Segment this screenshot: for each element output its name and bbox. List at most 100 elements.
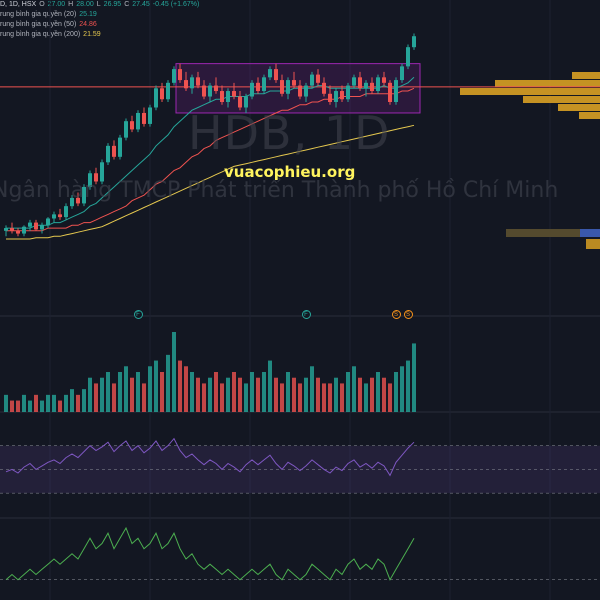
volume-bar-16	[100, 377, 104, 412]
ma50-value: 24.86	[79, 21, 97, 28]
volume-bar-57	[346, 372, 350, 412]
volume-bar-30	[184, 366, 188, 412]
indicator-ma20[interactable]: rung bình gia quyền (20) 25.19	[0, 10, 199, 20]
candle-body-55	[334, 91, 338, 102]
symbol-label[interactable]: D, 1D, HSX	[0, 1, 37, 8]
candle-body-7	[46, 218, 50, 226]
candle-body-51	[310, 74, 314, 86]
candle-body-54	[328, 93, 332, 102]
candle-body-52	[316, 74, 320, 83]
volume-bar-37	[226, 377, 230, 412]
volume-bar-14	[88, 377, 92, 412]
event-badge-s-3[interactable]: S	[403, 310, 413, 319]
candle-body-13	[82, 186, 86, 204]
ma200-label: rung bình gia quyền (200)	[0, 31, 81, 38]
volume-bar-34	[208, 377, 212, 412]
volume-bar-66	[400, 366, 404, 412]
candle-body-2	[16, 230, 20, 234]
volume-bar-46	[280, 383, 284, 412]
volume-bar-18	[112, 383, 116, 412]
candle-body-6	[40, 225, 44, 230]
low-label: L	[96, 1, 101, 8]
volume-profile-bar-3	[523, 96, 600, 103]
indicator-ma200[interactable]: rung bình gia quyền (200) 21.59	[0, 30, 199, 40]
volume-bar-58	[352, 366, 356, 412]
ma200-value: 21.59	[83, 31, 101, 38]
volume-bar-42	[256, 377, 260, 412]
candle-body-61	[370, 82, 374, 92]
candle-body-0	[4, 228, 8, 231]
candle-body-48	[292, 80, 296, 86]
volume-bar-28	[172, 332, 176, 412]
candle-body-18	[112, 145, 116, 157]
volume-bar-40	[244, 383, 248, 412]
candle-body-15	[94, 173, 98, 182]
candle-body-43	[262, 77, 266, 92]
ma50-label: rung bình gia quyền (50)	[0, 21, 77, 28]
candle-body-29	[178, 69, 182, 81]
volume-bar-53	[322, 383, 326, 412]
candle-body-28	[172, 69, 176, 83]
volume-profile-low-bar	[506, 229, 600, 237]
volume-bar-33	[202, 383, 206, 412]
volume-bar-63	[382, 377, 386, 412]
candle-body-17	[106, 145, 110, 163]
candle-body-47	[286, 80, 290, 94]
volume-bar-39	[238, 377, 242, 412]
volume-bar-4	[28, 400, 32, 412]
volume-bar-54	[328, 383, 332, 412]
volume-bar-31	[190, 372, 194, 412]
volume-bar-50	[304, 377, 308, 412]
candle-body-34	[208, 85, 212, 97]
volume-bar-15	[94, 383, 98, 412]
volume-bar-11	[70, 389, 74, 412]
candle-body-20	[124, 121, 128, 138]
candle-body-21	[130, 121, 134, 130]
volume-bar-56	[340, 383, 344, 412]
oscillator-line	[5, 526, 415, 581]
candle-body-8	[52, 214, 56, 219]
volume-bar-13	[82, 389, 86, 412]
indicator-ma50[interactable]: rung bình gia quyền (50) 24.86	[0, 20, 199, 30]
candle-body-65	[394, 80, 398, 102]
candle-body-42	[256, 82, 260, 92]
high-label: H	[68, 1, 74, 8]
symbol-ohlc-row: D, 1D, HSX O 27.00 H 28.00 L 26.95 C 27.45 -…	[0, 0, 199, 10]
volume-bar-19	[118, 372, 122, 412]
candle-body-1	[10, 228, 14, 231]
candle-body-63	[382, 77, 386, 83]
candle-body-12	[76, 197, 80, 204]
candle-body-22	[136, 112, 140, 130]
candle-body-40	[244, 96, 248, 108]
candle-body-5	[34, 222, 38, 230]
candle-body-41	[250, 82, 254, 97]
candle-body-56	[340, 91, 344, 100]
candle-body-37	[226, 91, 230, 102]
candle-body-3	[22, 226, 26, 234]
volume-bar-62	[376, 372, 380, 412]
volume-bar-9	[58, 400, 62, 412]
candle-body-23	[142, 112, 146, 124]
event-badge-s-2[interactable]: S	[391, 310, 401, 319]
high-value: 28.00	[76, 1, 94, 8]
low-value: 26.95	[103, 1, 122, 8]
candle-body-16	[100, 162, 104, 182]
ma20-label: rung bình gia quyền (20)	[0, 11, 77, 18]
candle-body-25	[154, 88, 158, 108]
volume-bar-8	[52, 394, 56, 412]
volume-bar-5	[34, 394, 38, 412]
volume-bar-43	[262, 372, 266, 412]
candle-body-38	[232, 91, 236, 97]
candle-body-44	[268, 69, 272, 78]
candle-body-66	[400, 66, 404, 81]
event-badge-f-1[interactable]: F	[301, 310, 311, 319]
volume-bar-32	[196, 377, 200, 412]
candle-body-35	[214, 85, 218, 92]
candle-body-57	[346, 85, 350, 100]
volume-bar-35	[214, 372, 218, 412]
candle-body-46	[280, 80, 284, 94]
event-badge-f-0[interactable]: F	[133, 310, 143, 319]
volume-profile-low-bar-gold	[586, 239, 600, 249]
